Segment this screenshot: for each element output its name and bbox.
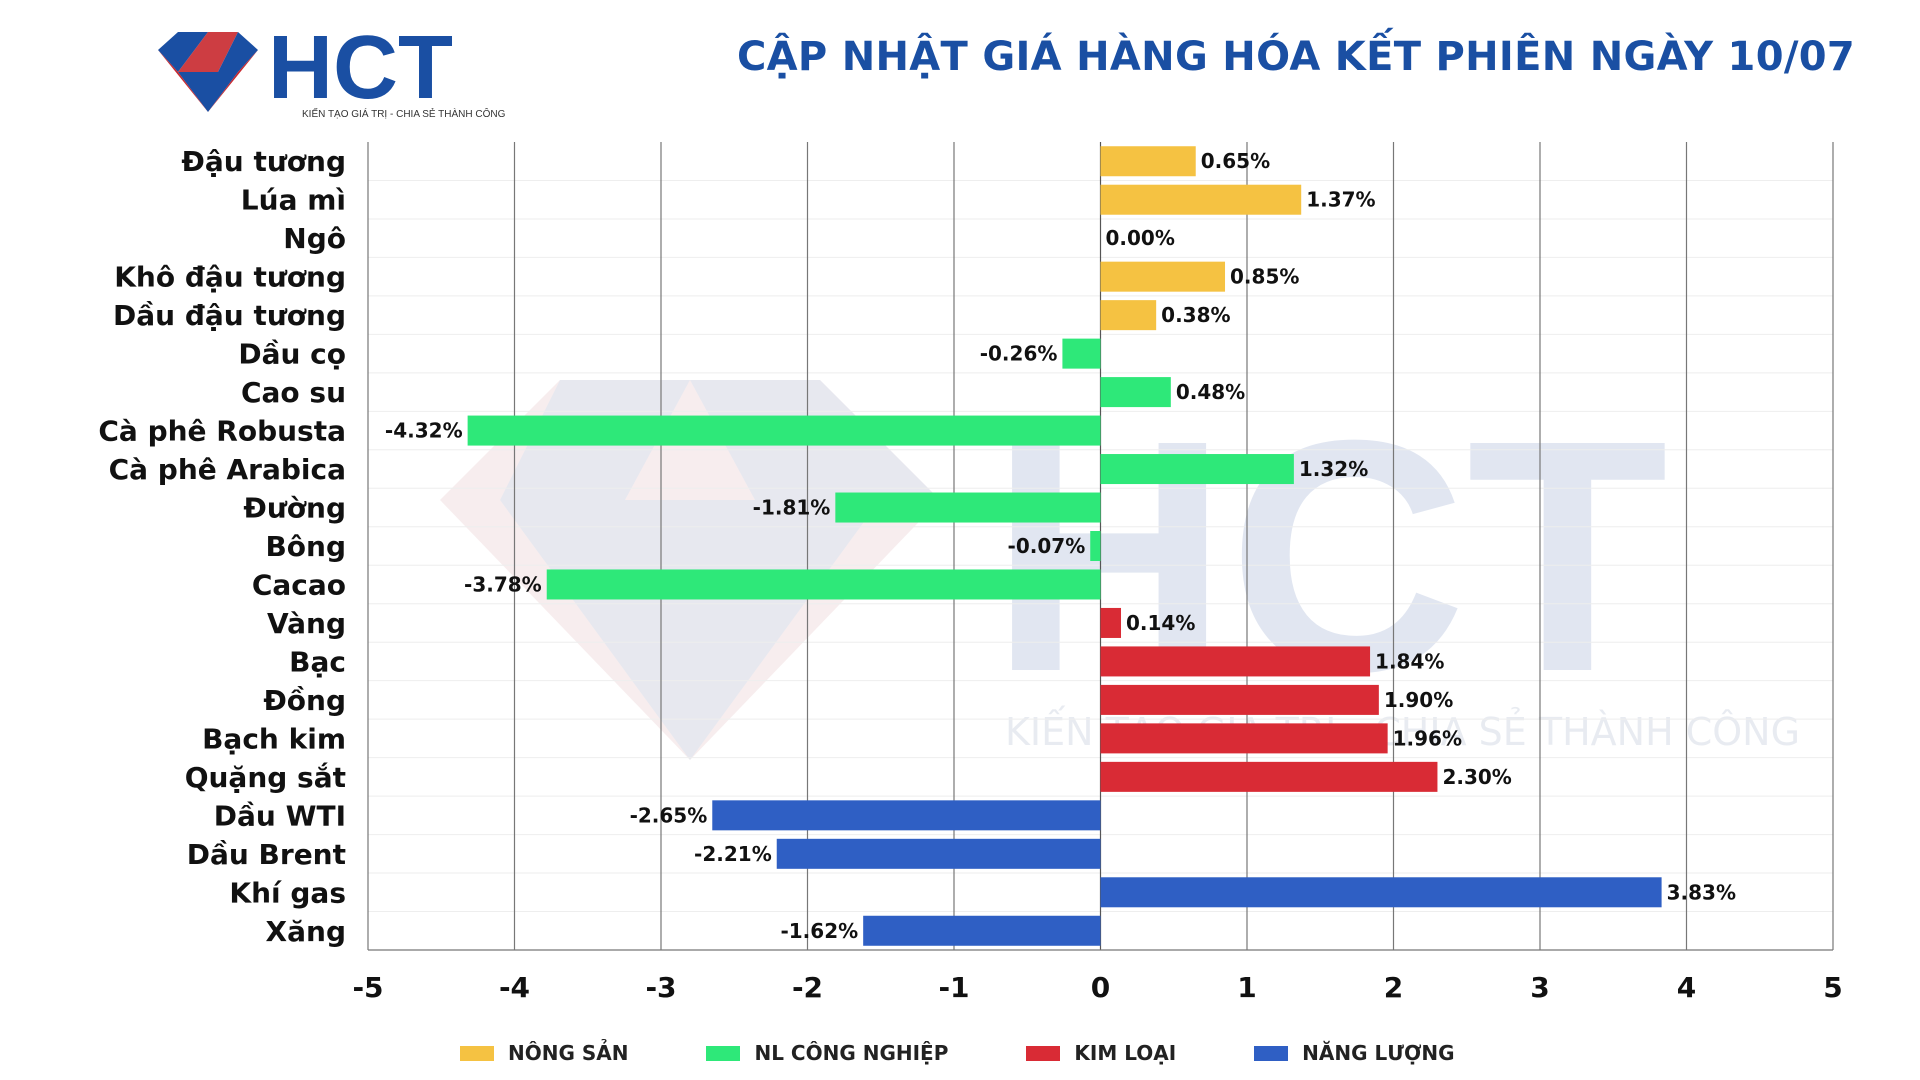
value-label: 1.96% [1393,726,1462,750]
bar [712,800,1101,831]
category-label: Bạch kim [202,722,346,755]
value-label: 0.65% [1201,149,1270,173]
bar [1100,146,1196,177]
category-labels: Đậu tương Lúa mì Ngô Khô đậu tương Dầu đậu t… [98,145,346,948]
bar [1100,761,1438,792]
category-label: Khí gas [229,876,346,909]
value-label: 1.90% [1384,688,1453,712]
category-label: Bông [265,530,346,563]
legend-swatch [460,1045,494,1061]
category-label: Cacao [252,568,346,601]
legend-item-nong-san: NÔNG SẢN [460,1041,628,1065]
category-label: Cà phê Robusta [98,415,346,448]
legend-label: KIM LOẠI [1074,1041,1177,1065]
bar [1100,377,1171,408]
category-label: Cà phê Arabica [109,453,346,486]
logo-tagline: KIẾN TẠO GIÁ TRỊ - CHIA SẺ THÀNH CÔNG [302,107,506,120]
category-label: Dầu Brent [187,838,346,871]
x-tick-label: -1 [938,971,969,1004]
value-label: -0.07% [1008,534,1086,558]
category-label: Khô đậu tương [114,261,346,294]
x-tick-label: 1 [1237,971,1256,1004]
bar [1100,877,1662,908]
bar [1062,338,1101,369]
category-label: Quặng sắt [185,761,346,794]
chart-grid [367,142,1834,951]
x-tick-label: 2 [1384,971,1403,1004]
value-label: -2.65% [630,803,708,827]
logo-diamond-icon [158,32,258,112]
x-tick-label: 3 [1530,971,1549,1004]
bar [863,915,1101,946]
bar [1100,684,1379,715]
value-label: 0.38% [1161,303,1230,327]
watermark-wordmark: HCT [990,371,1668,740]
bar [1100,454,1294,485]
legend-item-nang-luong: NĂNG LƯỢNG [1254,1041,1455,1065]
value-label: 0.85% [1230,265,1299,289]
category-label: Dầu đậu tương [113,299,346,332]
x-tick-label: -3 [645,971,676,1004]
legend-label: NĂNG LƯỢNG [1302,1041,1455,1065]
bar [835,492,1101,523]
legend-swatch [1026,1045,1061,1061]
value-label: -0.26% [980,342,1058,366]
bar [1100,184,1302,215]
category-label: Cao su [241,376,346,409]
value-label: -3.78% [464,572,542,596]
legend-swatch [706,1045,741,1061]
bar [1100,300,1157,331]
category-label: Dầu cọ [238,338,346,371]
value-label: -2.21% [694,842,772,866]
category-label: Đường [243,492,346,525]
legend-swatch [1254,1045,1289,1061]
bar [1100,646,1371,677]
value-label: 1.37% [1306,188,1375,212]
value-label: 1.32% [1299,457,1368,481]
chart-bars [467,146,1662,946]
category-label: Vàng [267,607,346,640]
bar [1100,723,1388,754]
logo-wordmark: HCT [268,18,453,118]
x-tick-label: -5 [352,971,383,1004]
category-label: Bạc [289,645,346,678]
x-tick-label: 5 [1823,971,1842,1004]
hct-logo: HCT KIẾN TẠO GIÁ TRỊ - CHIA SẺ THÀNH CÔN… [158,18,506,120]
value-label: 1.84% [1375,649,1444,673]
legend-item-kim-loai: KIM LOẠI [1026,1041,1176,1065]
category-label: Đậu tương [181,145,346,178]
value-label: 0.48% [1176,380,1245,404]
value-label: -1.62% [780,919,858,943]
page-title: CẬP NHẬT GIÁ HÀNG HÓA KẾT PHIÊN NGÀY 10/… [736,34,1855,80]
legend-label: NL CÔNG NGHIỆP [754,1041,949,1065]
bar [546,569,1101,600]
bar [1100,607,1122,638]
legend-label: NÔNG SẢN [508,1041,629,1065]
value-label: -1.81% [753,496,831,520]
x-tick-label: 0 [1091,971,1110,1004]
x-tick-label: -2 [792,971,823,1004]
bar [776,838,1101,869]
category-label: Ngô [283,222,346,255]
value-label: 3.83% [1667,880,1736,904]
x-tick-label: -4 [499,971,530,1004]
value-labels: 0.65% 1.37% 0.00% 0.85%0.38% -0.26% 0.48% -4.3… [385,149,1736,943]
x-tick-label: 4 [1677,971,1696,1004]
value-label: 0.00% [1106,226,1175,250]
value-label: -4.32% [385,419,463,443]
category-label: Lúa mì [241,184,346,217]
chart-legend: NÔNG SẢN NL CÔNG NGHIỆP KIM LOẠI NĂNG LƯ… [460,1040,1455,1066]
bar [467,415,1101,446]
x-axis-ticks: -5 -4 -3 -2 -1 0 1 2 3 4 5 [352,971,1842,1004]
category-label: Xăng [266,915,346,948]
value-label: 0.14% [1126,611,1195,635]
legend-item-nl-cong-nghiep: NL CÔNG NGHIỆP [706,1041,948,1065]
category-label: Đồng [263,684,346,717]
bar [1090,530,1101,562]
category-label: Dầu WTI [214,799,346,832]
bar [1100,261,1226,292]
value-label: 2.30% [1442,765,1511,789]
